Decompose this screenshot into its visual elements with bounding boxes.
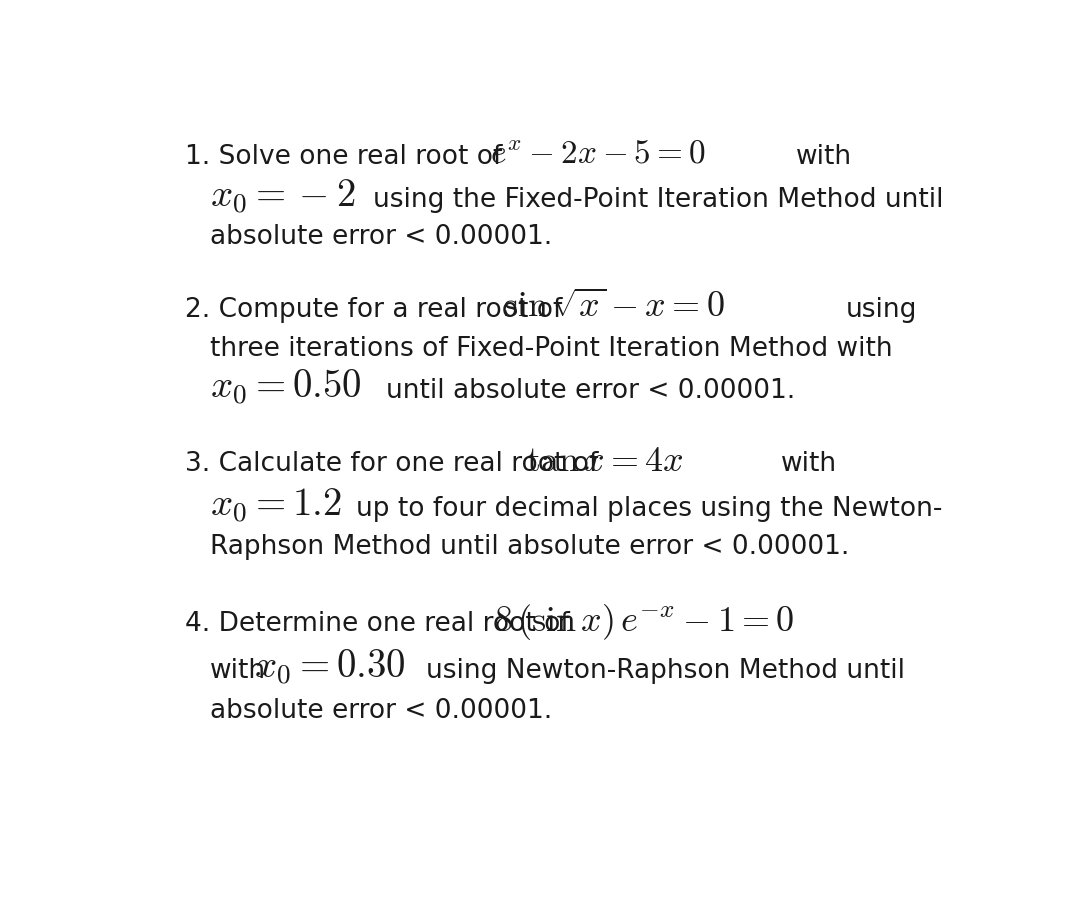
- Text: using: using: [846, 297, 917, 323]
- Text: 3. Calculate for one real root of: 3. Calculate for one real root of: [186, 451, 599, 477]
- Text: $\tan x = 4x$: $\tan x = 4x$: [527, 444, 684, 478]
- Text: using the Fixed-Point Iteration Method until: using the Fixed-Point Iteration Method u…: [373, 187, 944, 213]
- Text: three iterations of Fixed-Point Iteration Method with: three iterations of Fixed-Point Iteratio…: [210, 336, 892, 363]
- Text: using Newton-Raphson Method until: using Newton-Raphson Method until: [426, 658, 905, 684]
- Text: $\sin \sqrt{x} - x = 0$: $\sin \sqrt{x} - x = 0$: [503, 290, 725, 324]
- Text: $x_0 = 0.50$: $x_0 = 0.50$: [210, 367, 361, 407]
- Text: $x_0 = 0.30$: $x_0 = 0.30$: [255, 648, 406, 687]
- Text: with: with: [781, 451, 837, 477]
- Text: $x_0 = -2$: $x_0 = -2$: [210, 178, 356, 216]
- Text: 1. Solve one real root of: 1. Solve one real root of: [186, 143, 503, 170]
- Text: $8\,(\sin x)\,e^{-x} - 1 = 0$: $8\,(\sin x)\,e^{-x} - 1 = 0$: [494, 602, 795, 641]
- Text: with: with: [795, 143, 851, 170]
- Text: $x_0 = 1.2$: $x_0 = 1.2$: [210, 486, 342, 525]
- Text: 4. Determine one real root of: 4. Determine one real root of: [186, 611, 570, 637]
- Text: absolute error < 0.00001.: absolute error < 0.00001.: [210, 698, 552, 724]
- Text: until absolute error < 0.00001.: until absolute error < 0.00001.: [386, 378, 795, 404]
- Text: up to four decimal places using the Newton-: up to four decimal places using the Newt…: [356, 496, 943, 522]
- Text: $e^x - 2x - 5 = 0$: $e^x - 2x - 5 = 0$: [490, 139, 706, 170]
- Text: absolute error < 0.00001.: absolute error < 0.00001.: [210, 224, 552, 250]
- Text: 2. Compute for a real root of: 2. Compute for a real root of: [186, 297, 562, 323]
- Text: with: with: [210, 658, 267, 684]
- Text: Raphson Method until absolute error < 0.00001.: Raphson Method until absolute error < 0.…: [210, 534, 849, 560]
